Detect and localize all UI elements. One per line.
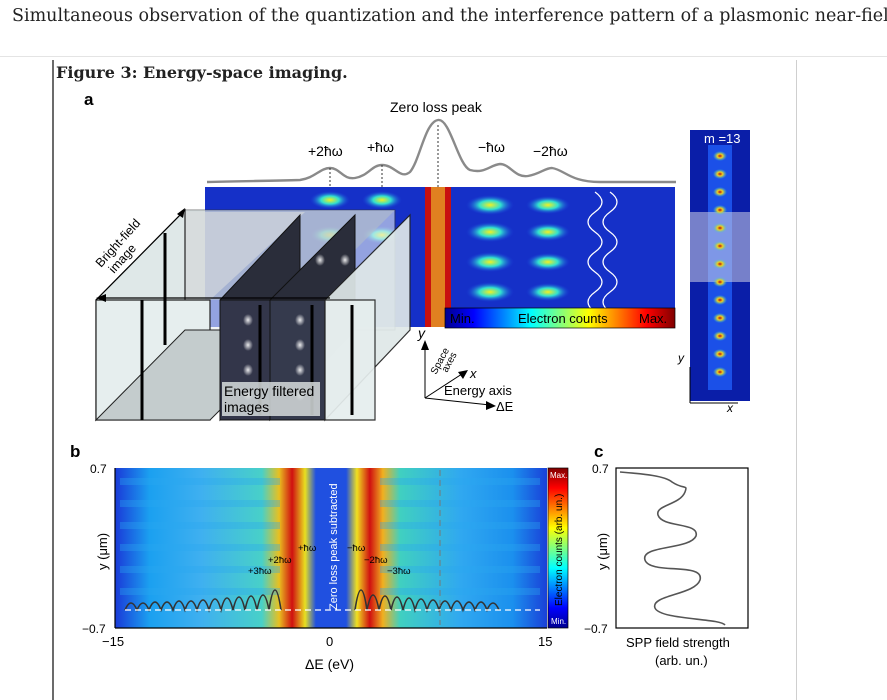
figure-caption: Figure 3: Energy-space imaging. xyxy=(56,63,348,82)
c-y-bottom: −0.7 xyxy=(584,622,608,636)
b-order-minus1: −ħω xyxy=(347,543,366,554)
colorbar-a xyxy=(444,307,676,329)
colorbar-a-min: Min. xyxy=(450,311,475,326)
b-order-plus3: +3ħω xyxy=(248,566,272,577)
b-y-top: 0.7 xyxy=(90,462,107,476)
inset-x-label: x xyxy=(726,401,734,415)
c-y-top: 0.7 xyxy=(592,462,609,476)
b-y-label: y (μm) xyxy=(95,533,110,570)
peak-label-plus1: +ħω xyxy=(367,139,394,155)
panel-a: Min. Electron counts Max. xyxy=(93,99,750,422)
b-order-minus3: −3ħω xyxy=(387,566,411,577)
header-divider xyxy=(0,56,887,57)
energy-axis-label: Energy axis xyxy=(444,383,512,398)
panel-letter-c: c xyxy=(594,442,604,461)
b-order-plus1: +ħω xyxy=(298,543,317,554)
b-x-tick-zero: 0 xyxy=(326,634,333,649)
b-center-band-label: Zero loss peak subtracted xyxy=(328,483,340,610)
c-y-label: y (μm) xyxy=(595,533,610,570)
axes-glyph xyxy=(421,340,496,410)
colorbar-a-max: Max. xyxy=(639,311,667,326)
map-b-texture xyxy=(120,478,540,595)
axis-y-label: y xyxy=(417,325,426,341)
energy-filtered-label-2: images xyxy=(224,399,269,415)
peak-label-minus1: −ħω xyxy=(478,139,505,155)
panel-letter-a: a xyxy=(84,90,94,109)
map-b xyxy=(115,468,547,628)
b-x-tick-max: 15 xyxy=(538,634,552,649)
peak-label-minus2: −2ħω xyxy=(533,143,568,159)
b-x-tick-min: −15 xyxy=(102,634,124,649)
mode-antinodes xyxy=(713,151,727,377)
b-y-bottom: −0.7 xyxy=(82,622,106,636)
figure-frame xyxy=(52,60,797,700)
colorbar-b-title: Electron counts (arb. un.) xyxy=(554,494,565,606)
colorbar-b xyxy=(547,467,569,629)
spp-profile-curve xyxy=(619,471,726,626)
mode-label: m =13 xyxy=(704,131,741,146)
b-order-plus2: +2ħω xyxy=(268,555,292,566)
peak-label-plus2: +2ħω xyxy=(308,143,343,159)
b-x-label: ΔE (eV) xyxy=(305,656,354,672)
colorbar-a-title: Electron counts xyxy=(518,311,608,326)
c-x-label-1: SPP field strength xyxy=(626,635,730,650)
panel-c: 0.7 −0.7 y (μm) SPP field strength (arb.… xyxy=(584,462,749,668)
colorbar-b-max: Max. xyxy=(550,471,567,480)
energy-filtered-label-box xyxy=(222,382,320,416)
energy-filtered-label-1: Energy filtered xyxy=(224,383,314,399)
b-order-minus2: −2ħω xyxy=(364,555,388,566)
inset-y-label: y xyxy=(677,351,685,365)
article-title: Simultaneous observation of the quantiza… xyxy=(12,6,887,26)
panel-b: 0.7 −0.7 y (μm) −15 0 15 ΔE (eV) Zero lo… xyxy=(82,462,569,672)
panel-letter-b: b xyxy=(70,442,81,461)
colorbar-b-min: Min. xyxy=(551,617,566,626)
zero-loss-peak-curve xyxy=(206,118,676,184)
delta-e-label: ΔE xyxy=(496,399,514,414)
axis-x-label: x xyxy=(469,366,477,381)
zero-loss-peak-label: Zero loss peak xyxy=(390,99,483,115)
c-x-label-2: (arb. un.) xyxy=(655,653,708,668)
figure-graphic: Min. Electron counts Max. xyxy=(82,99,750,672)
plot-c xyxy=(615,467,749,629)
